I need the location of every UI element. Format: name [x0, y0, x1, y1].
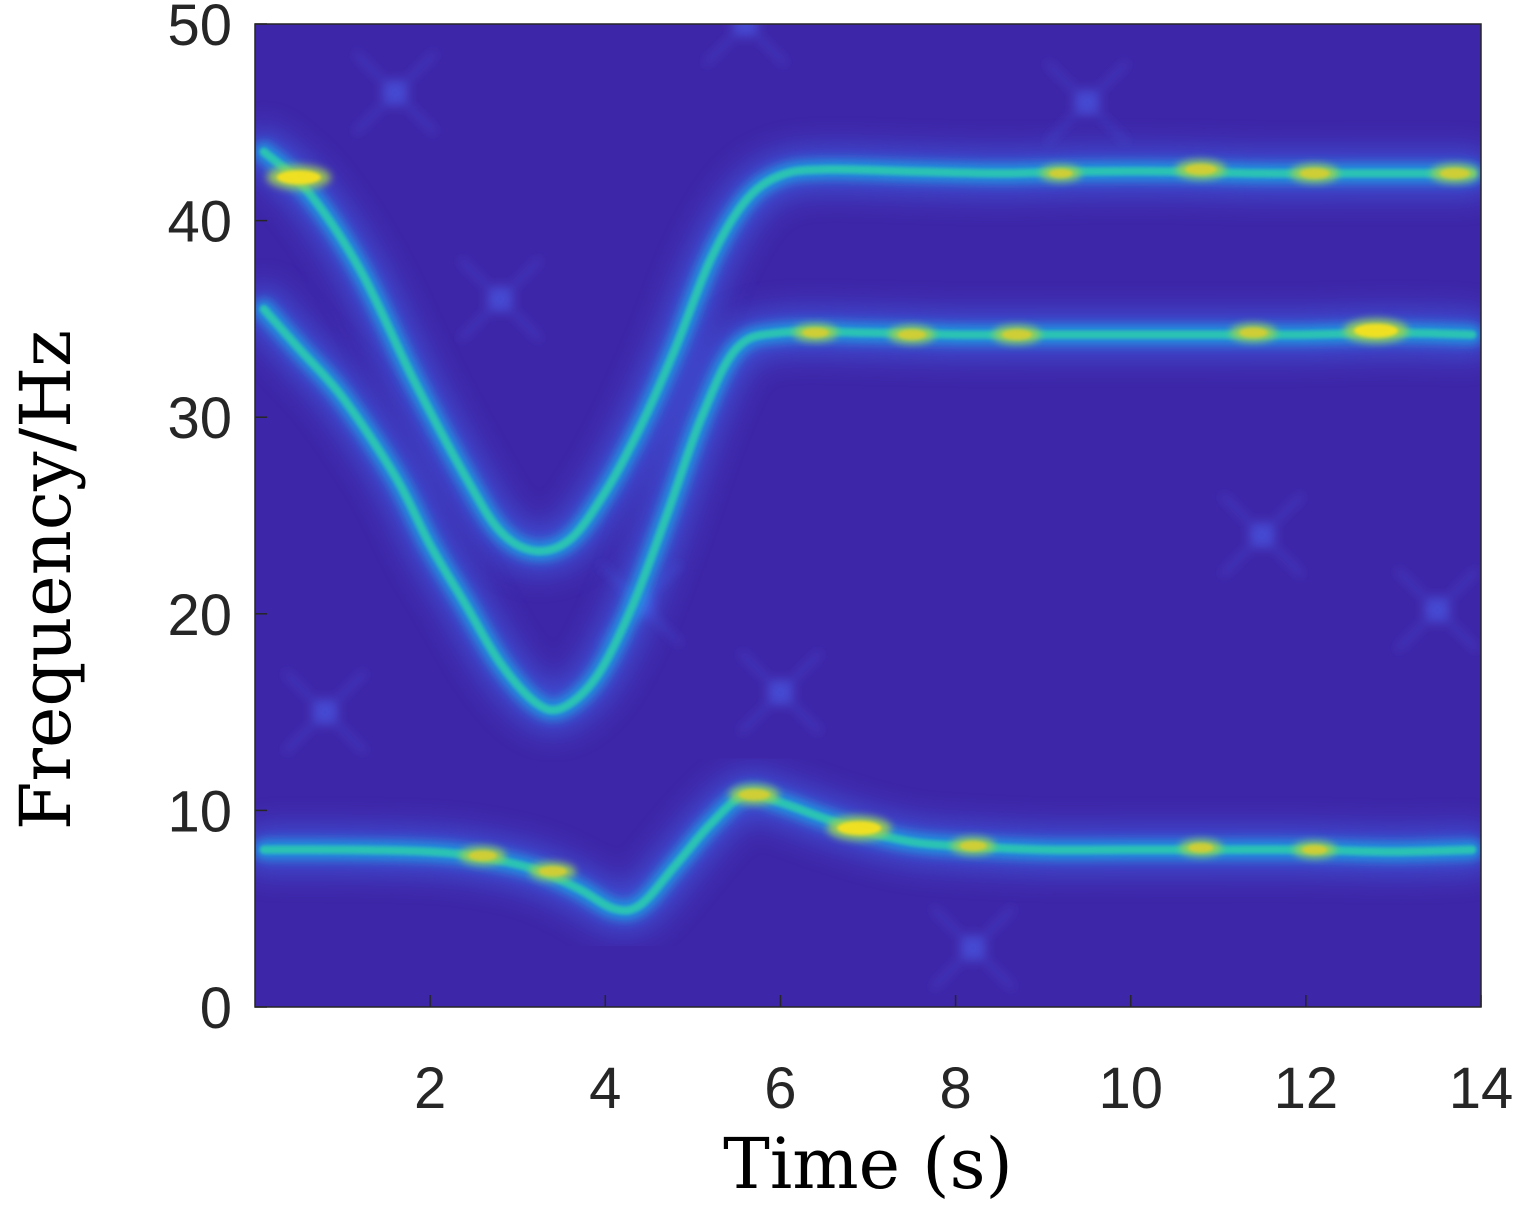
ridge-hotspot: [1353, 323, 1398, 338]
ridge-hotspot: [959, 840, 987, 851]
x-tick-label: 6: [764, 1056, 796, 1121]
ridge-hotspot: [1239, 327, 1268, 338]
ridge-3: [255, 770, 1481, 934]
ridge-hotspot: [802, 327, 829, 338]
y-tick-label: 10: [167, 779, 232, 844]
ridge-hotspot: [837, 821, 882, 836]
ridge-hotspot: [1002, 329, 1032, 340]
background-speckle: [1395, 568, 1479, 652]
background-speckle: [931, 906, 1015, 990]
plot-area: [254, 23, 1482, 1008]
background-speckle: [1220, 493, 1304, 577]
plot-frame: [254, 23, 1482, 1008]
background-speckle: [283, 670, 367, 754]
ridge-core: [259, 305, 1477, 715]
ridge-hotspot: [897, 329, 926, 340]
y-tick-label: 40: [167, 190, 232, 255]
background-speckle: [703, 24, 787, 66]
ridge-1: [255, 128, 1481, 575]
background-speckle: [353, 51, 437, 135]
ridges-layer: [255, 128, 1481, 934]
x-tick-label: 8: [939, 1056, 971, 1121]
x-tick-label: 4: [589, 1056, 621, 1121]
y-tick-label: 50: [167, 0, 232, 58]
ridge-hotspot: [1185, 164, 1217, 175]
x-tick-label: 14: [1449, 1056, 1514, 1121]
x-axis: 2 4 6 8 10 12 14: [414, 995, 1513, 1121]
ridge-hotspot: [276, 170, 321, 185]
x-tick-label: 2: [414, 1056, 446, 1121]
x-axis-title: Time (s): [723, 1123, 1013, 1205]
y-tick-label: 20: [167, 583, 232, 648]
ridge-hotspot: [1049, 169, 1073, 178]
y-tick-label: 30: [167, 386, 232, 451]
background-speckle: [1045, 61, 1129, 145]
y-tick-label: 0: [200, 976, 232, 1041]
ridge-hotspot: [538, 866, 567, 877]
x-tick-label: 10: [1098, 1056, 1163, 1121]
ridge-hotspot: [1439, 168, 1470, 179]
ridge-2: [255, 286, 1481, 734]
ridge-hotspot: [1299, 168, 1330, 179]
ridge-hotspot: [738, 789, 770, 801]
background-speckle: [458, 257, 542, 341]
background-speckle: [739, 651, 822, 734]
y-axis: 0 10 20 30 40 50: [167, 0, 267, 1041]
x-tick-label: 12: [1274, 1056, 1339, 1121]
ridge-hotspot: [1188, 843, 1214, 853]
ridge-hotspot: [1302, 845, 1328, 855]
ridge-hotspot: [468, 850, 497, 861]
y-axis-title: Frequency/Hz: [5, 330, 87, 830]
